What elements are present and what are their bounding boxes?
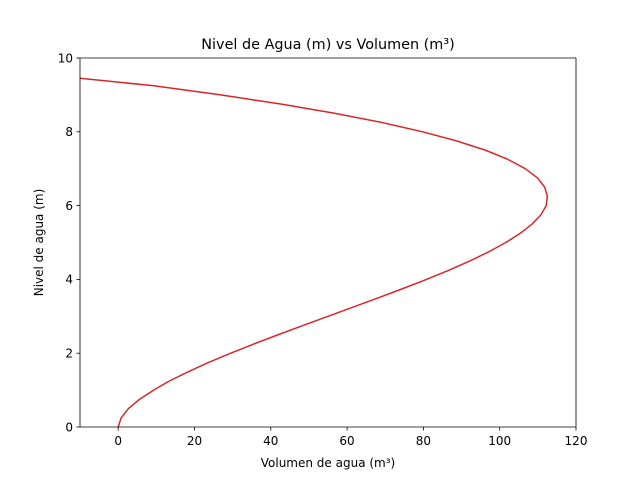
- y-tick-label: 2: [65, 347, 73, 361]
- x-axis-label: Volumen de agua (m³): [261, 456, 395, 470]
- y-tick-label: 8: [65, 125, 73, 139]
- x-tick-label: 20: [187, 434, 202, 448]
- y-tick-label: 6: [65, 199, 73, 213]
- plot-frame: [79, 57, 577, 428]
- y-axis-ticks: 0 2 4 6 8 10: [58, 51, 80, 434]
- x-tick-label: 100: [488, 434, 511, 448]
- chart-title: Nivel de Agua (m) vs Volumen (m³): [201, 37, 454, 53]
- x-tick-label: 0: [114, 434, 122, 448]
- x-tick-label: 60: [339, 434, 354, 448]
- x-axis-ticks: 0 20 40 60 80 100 120: [114, 427, 587, 448]
- y-tick-label: 0: [65, 420, 73, 434]
- y-tick-label: 10: [58, 51, 73, 65]
- series-line-0: [80, 77, 549, 427]
- x-tick-label: 40: [263, 434, 278, 448]
- x-tick-label: 80: [416, 434, 431, 448]
- x-tick-label: 120: [565, 434, 588, 448]
- y-axis-label: Nivel de agua (m): [32, 189, 46, 297]
- series-layer: [80, 77, 549, 427]
- y-tick-label: 4: [65, 273, 73, 287]
- plot-area: [80, 58, 576, 427]
